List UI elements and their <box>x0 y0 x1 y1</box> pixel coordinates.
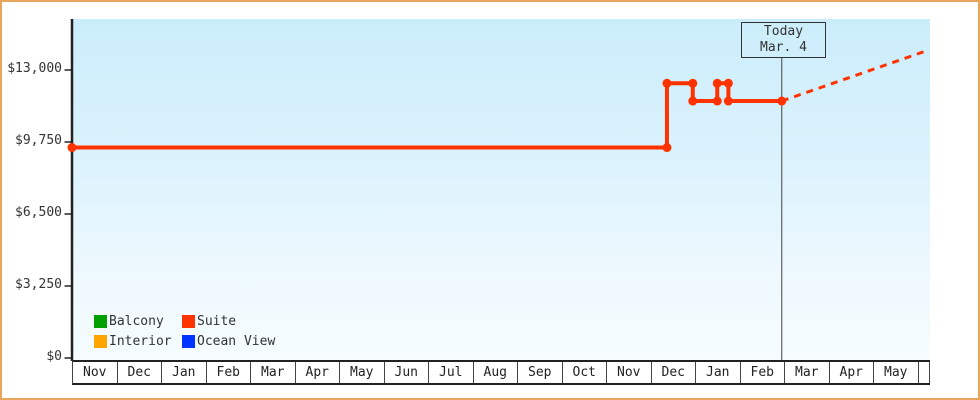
price-data-point <box>688 96 698 106</box>
legend-label: Ocean View <box>197 333 276 349</box>
price-data-point <box>67 143 77 153</box>
month-label: Feb <box>207 362 251 383</box>
x-axis-month-band: Nov Dec Jan Feb Mar Apr May Jun Jul Aug Sep Oct Nov D… <box>72 360 930 385</box>
legend-swatch-interior <box>94 334 107 348</box>
legend: Balcony Suite Interior Ocean View <box>94 311 275 351</box>
month-label: Dec <box>118 362 162 383</box>
month-label: Aug <box>474 362 518 383</box>
month-label: Jun <box>385 362 429 383</box>
price-data-point <box>712 96 722 106</box>
legend-label: Interior <box>109 333 172 349</box>
plot-area <box>72 19 930 360</box>
month-label: Mar <box>785 362 830 383</box>
legend-label: Balcony <box>109 313 164 329</box>
suite-price-line <box>72 81 782 150</box>
legend-item-balcony: Balcony <box>94 311 182 331</box>
y-tick-label: $6,500 <box>15 205 62 220</box>
price-data-point <box>777 96 787 106</box>
month-label: Jan <box>696 362 741 383</box>
legend-item-interior: Interior <box>94 331 182 351</box>
month-label: Apr <box>830 362 874 383</box>
month-label: Mar <box>251 362 296 383</box>
month-label: Jul <box>429 362 474 383</box>
month-label: Nov <box>607 362 652 383</box>
legend-swatch-suite <box>182 314 195 328</box>
legend-swatch-balcony <box>94 314 107 328</box>
legend-item-suite: Suite <box>182 311 275 331</box>
month-label: Feb <box>741 362 785 383</box>
today-marker-box: Today Mar. 4 <box>741 22 826 58</box>
month-label: Jan <box>162 362 207 383</box>
month-label: Sep <box>518 362 563 383</box>
month-label: Dec <box>652 362 696 383</box>
price-data-point <box>723 78 733 88</box>
legend-item-ocean-view: Ocean View <box>182 331 275 351</box>
price-data-point <box>662 78 672 88</box>
today-label: Today <box>763 24 804 39</box>
month-label: May <box>874 362 919 383</box>
month-band-filler <box>919 362 930 383</box>
month-label: Nov <box>73 362 118 383</box>
month-label: Oct <box>563 362 607 383</box>
price-data-point <box>662 143 672 153</box>
legend-swatch-ocean-view <box>182 334 195 348</box>
y-tick-label: $13,000 <box>7 61 62 76</box>
y-tick-label: $0 <box>46 349 62 364</box>
price-data-point <box>688 78 698 88</box>
y-tick-label: $3,250 <box>15 277 62 292</box>
legend-label: Suite <box>197 313 237 329</box>
today-date: Mar. 4 <box>760 40 807 55</box>
y-tick-label: $9,750 <box>15 133 62 148</box>
price-data-point <box>723 96 733 106</box>
month-label: Apr <box>296 362 340 383</box>
month-label: May <box>340 362 385 383</box>
price-data-point <box>712 78 722 88</box>
